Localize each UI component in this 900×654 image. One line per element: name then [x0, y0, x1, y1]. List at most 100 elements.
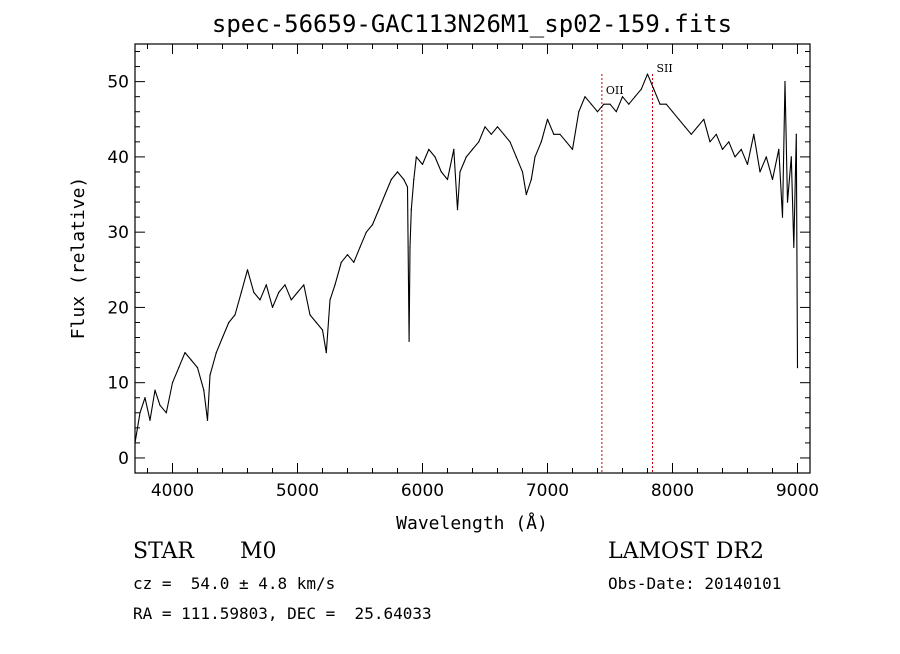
survey-name: LAMOST DR2	[608, 539, 764, 564]
spectrum-point	[496, 126, 499, 128]
spectrum-point	[786, 201, 789, 203]
spectrum-point	[546, 118, 549, 120]
spectrum-point	[359, 246, 361, 248]
spectrum-point	[715, 133, 717, 135]
series-group	[134, 73, 799, 444]
spectrum-point	[303, 284, 305, 286]
spectrum-line	[134, 73, 799, 443]
y-tick-label: 10	[107, 374, 129, 394]
spectrum-point	[615, 111, 617, 113]
spectrum-point	[290, 299, 292, 301]
spectrum-point	[340, 261, 342, 263]
spectrum-point	[534, 156, 536, 158]
spectrum-point	[765, 156, 767, 158]
spectrum-point	[640, 88, 642, 90]
spectrum-point	[515, 156, 517, 158]
spectrum-point	[206, 419, 209, 421]
y-tick-label: 0	[118, 449, 129, 469]
spectrum-point	[634, 96, 636, 98]
object-subclass: M0	[240, 539, 277, 564]
spectrum-point	[596, 111, 599, 113]
y-tick-label: 40	[107, 148, 129, 168]
spectrum-point	[696, 126, 699, 128]
spectrum-point	[446, 178, 449, 181]
spectrum-point	[406, 186, 409, 188]
x-tick-label: 7000	[526, 481, 569, 501]
spectrum-point	[465, 156, 467, 158]
spectrum-point	[253, 291, 255, 293]
spectrum-point	[503, 133, 505, 135]
spectrum-point	[415, 156, 417, 158]
spectrum-point	[559, 133, 561, 135]
spectrum-point	[309, 314, 311, 316]
spectrum-point	[784, 81, 786, 83]
x-axis-label: Wavelength (Å)	[396, 512, 548, 534]
spectrum-point	[434, 156, 436, 158]
spectrum-point	[584, 96, 586, 98]
spectrum-point	[509, 141, 511, 143]
spectrum-point	[753, 133, 755, 135]
line-marker-label: SII	[657, 62, 673, 75]
x-tick-label: 4000	[151, 481, 194, 501]
spectrum-point	[671, 111, 674, 113]
spectrum-point	[478, 141, 480, 143]
spectrum-point	[553, 133, 555, 135]
spectrum-point	[778, 148, 780, 150]
y-tick-label: 30	[107, 223, 129, 243]
spectrum-point	[410, 209, 412, 211]
spectrum-point	[209, 374, 211, 376]
spectrum-point	[565, 141, 567, 143]
spectrum-point	[371, 224, 374, 226]
spectrum-point	[609, 103, 611, 105]
spectrum-point	[795, 133, 797, 135]
spectrum-point	[144, 397, 146, 399]
spectrum-point	[793, 246, 795, 248]
object-class: STAR	[133, 539, 194, 564]
spectrum-point	[740, 148, 742, 150]
spectrum-point	[471, 148, 474, 150]
spectrum-point	[490, 133, 492, 135]
spectrum-point	[284, 284, 286, 286]
spectrum-point	[408, 340, 410, 342]
spectrum-point	[196, 367, 199, 369]
spectrum-point	[278, 291, 280, 293]
spectrum-point	[259, 299, 261, 301]
spectrum-point	[628, 103, 630, 105]
spectrum-point	[571, 148, 574, 150]
spectrum-point	[721, 148, 724, 150]
spectrum-point	[746, 163, 749, 165]
spectrum-point	[221, 336, 224, 339]
spectrum-point	[665, 103, 667, 105]
spectrum-point	[603, 103, 605, 105]
spectrum-point	[530, 178, 532, 181]
spectrum-point	[453, 148, 455, 150]
line-markers: OII SII	[601, 62, 673, 473]
spectrum-point	[184, 352, 186, 354]
spectrum-point	[796, 367, 799, 369]
spectrum-point	[190, 359, 192, 361]
spectrum-point	[325, 352, 327, 354]
spectrum-point	[790, 156, 792, 158]
spectrum-point	[271, 306, 274, 308]
spectrum-point	[171, 382, 174, 384]
spectrum-point	[403, 178, 405, 181]
spectrum-point	[759, 171, 761, 173]
velocity-readout: cz = 54.0 ± 4.8 km/s	[133, 574, 336, 593]
chart-title: spec-56659-GAC113N26M1_sp02-159.fits	[212, 10, 732, 38]
spectrum-point	[590, 103, 592, 105]
spectrum-point	[578, 111, 580, 113]
spectrum-point	[659, 103, 661, 105]
spectrum-point	[459, 171, 461, 173]
spectrum-point	[440, 171, 442, 173]
y-tick-label: 50	[107, 73, 129, 93]
spectrum-point	[690, 133, 692, 135]
spectrum-point	[525, 193, 527, 196]
spectrum-point	[228, 321, 230, 324]
spectrum-point	[384, 193, 386, 196]
spectrum-point	[413, 178, 415, 181]
spectrum-point	[456, 209, 459, 211]
spectrum-point	[734, 156, 736, 158]
spectrum-point	[149, 419, 151, 421]
